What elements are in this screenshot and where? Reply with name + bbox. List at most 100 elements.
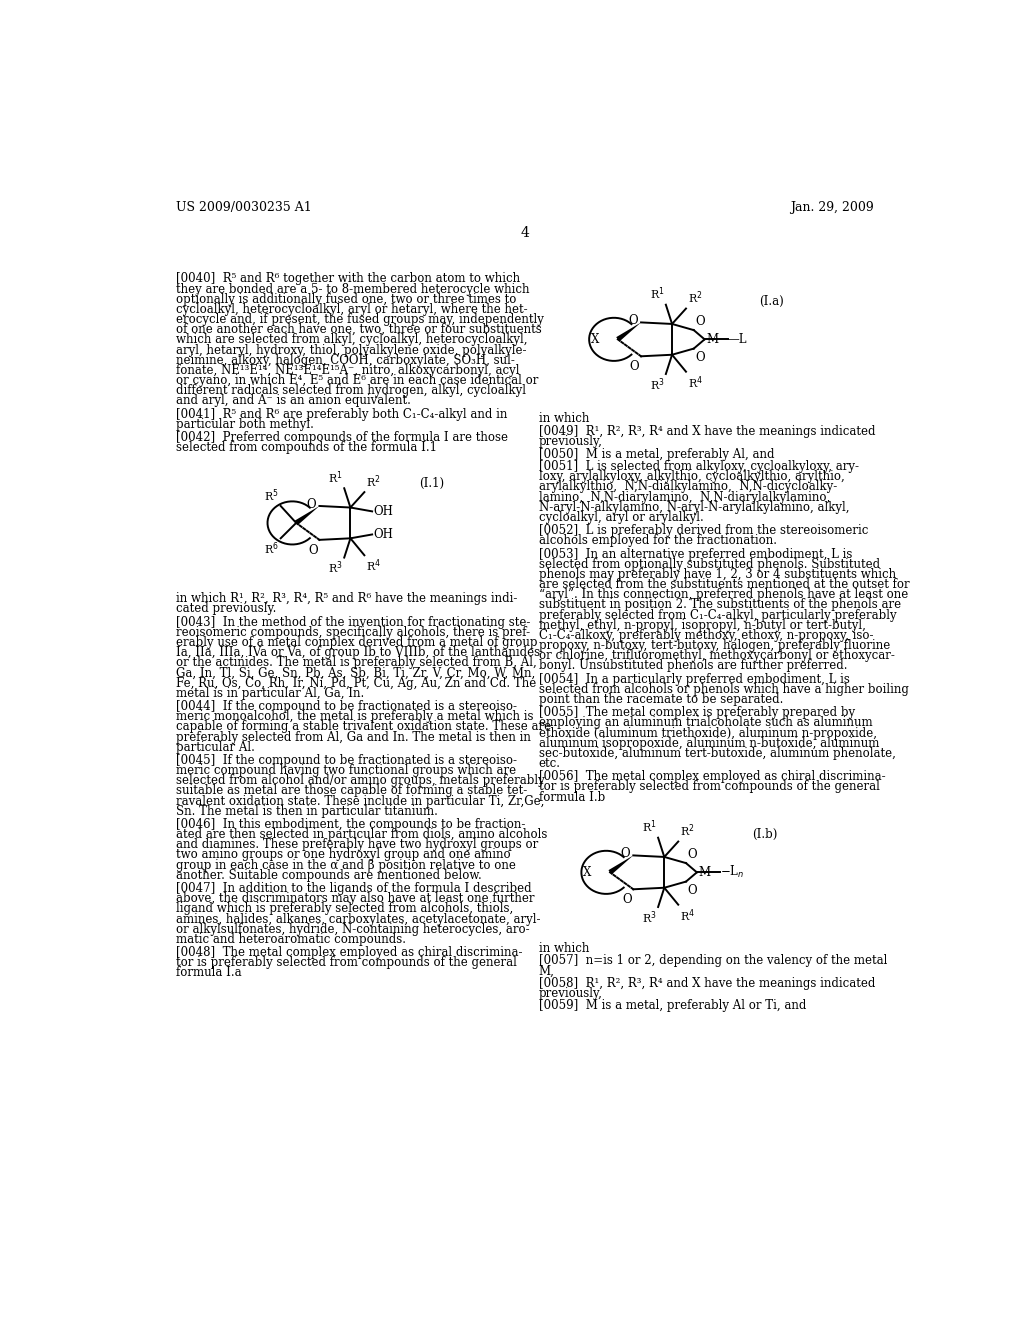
Text: ravalent oxidation state. These include in particular Ti, Zr,Ge,: ravalent oxidation state. These include … [176,795,545,808]
Text: O: O [307,498,316,511]
Text: OH: OH [374,528,393,541]
Text: M,: M, [539,965,555,977]
Text: R$^2$: R$^2$ [687,289,702,306]
Text: propoxy, n-butoxy, tert-butoxy, halogen, preferably fluorine: propoxy, n-butoxy, tert-butoxy, halogen,… [539,639,890,652]
Text: [0043]  In the method of the invention for fractionating ste-: [0043] In the method of the invention fo… [176,615,530,628]
Text: R$^5$: R$^5$ [264,487,280,504]
Text: ligand which is preferably selected from alcohols, thiols,: ligand which is preferably selected from… [176,903,513,915]
Text: R$^4$: R$^4$ [687,374,702,391]
Text: 4: 4 [520,226,529,240]
Text: (I.b): (I.b) [752,828,777,841]
Text: or the actinides. The metal is preferably selected from B, Al,: or the actinides. The metal is preferabl… [176,656,537,669]
Text: R$^1$: R$^1$ [642,818,656,836]
Text: they are bonded are a 5- to 8-membered heterocycle which: they are bonded are a 5- to 8-membered h… [176,282,529,296]
Text: [0048]  The metal complex employed as chiral discrimina-: [0048] The metal complex employed as chi… [176,946,522,960]
Text: [0047]  In addition to the ligands of the formula I described: [0047] In addition to the ligands of the… [176,882,531,895]
Text: O: O [630,360,640,374]
Text: [0051]  L is selected from alkyloxy, cycloalkyloxy, ary-: [0051] L is selected from alkyloxy, cycl… [539,461,859,473]
Text: another. Suitable compounds are mentioned below.: another. Suitable compounds are mentione… [176,869,482,882]
Text: [0040]  R⁵ and R⁶ together with the carbon atom to which: [0040] R⁵ and R⁶ together with the carbo… [176,272,520,285]
Text: R$^4$: R$^4$ [366,557,381,574]
Text: [0049]  R¹, R², R³, R⁴ and X have the meanings indicated: [0049] R¹, R², R³, R⁴ and X have the mea… [539,425,876,438]
Text: loxy, arylalkyloxy, alkylthio, cycloalkylthio, arylthio,: loxy, arylalkyloxy, alkylthio, cycloalky… [539,470,845,483]
Text: different radicals selected from hydrogen, alkyl, cycloalkyl: different radicals selected from hydroge… [176,384,526,397]
Text: methyl, ethyl, n-propyl, isopropyl, n-butyl or tert-butyl,: methyl, ethyl, n-propyl, isopropyl, n-bu… [539,619,865,632]
Text: R$^3$: R$^3$ [328,560,343,577]
Polygon shape [608,855,633,875]
Polygon shape [616,322,641,342]
Text: [0059]  M is a metal, preferably Al or Ti, and: [0059] M is a metal, preferably Al or Ti… [539,999,806,1012]
Text: ethoxide (aluminum triethoxide), aluminum n-propoxide,: ethoxide (aluminum triethoxide), aluminu… [539,726,877,739]
Text: optionally is additionally fused one, two or three times to: optionally is additionally fused one, tw… [176,293,516,306]
Text: “aryl”. In this connection, preferred phenols have at least one: “aryl”. In this connection, preferred ph… [539,589,908,601]
Text: particular both methyl.: particular both methyl. [176,417,314,430]
Text: Sn. The metal is then in particular titanium.: Sn. The metal is then in particular tita… [176,805,438,817]
Text: US 2009/0030235 A1: US 2009/0030235 A1 [176,201,311,214]
Text: group in each case in the α and β position relative to one: group in each case in the α and β positi… [176,858,516,871]
Text: in which R¹, R², R³, R⁴, R⁵ and R⁶ have the meanings indi-: in which R¹, R², R³, R⁴, R⁵ and R⁶ have … [176,593,517,605]
Text: O: O [695,314,705,327]
Text: or chlorine, trifluoromethyl, methoxycarbonyl or ethoxycar-: or chlorine, trifluoromethyl, methoxycar… [539,649,895,663]
Text: formula I.b: formula I.b [539,791,605,804]
Text: and diamines. These preferably have two hydroxyl groups or: and diamines. These preferably have two … [176,838,539,851]
Text: above, the discriminators may also have at least one further: above, the discriminators may also have … [176,892,535,906]
Text: metal is in particular Al, Ga, In.: metal is in particular Al, Ga, In. [176,686,365,700]
Text: O: O [621,847,630,861]
Text: [0056]  The metal complex employed as chiral discrimina-: [0056] The metal complex employed as chi… [539,771,886,783]
Text: formula I.a: formula I.a [176,966,242,979]
Text: amines, halides, alkanes, carboxylates, acetylacetonate, aryl-: amines, halides, alkanes, carboxylates, … [176,912,541,925]
Text: R$^3$: R$^3$ [649,376,665,393]
Text: tor is preferably selected from compounds of the general: tor is preferably selected from compound… [176,956,517,969]
Text: $-$L$_n$: $-$L$_n$ [720,865,744,880]
Text: [0042]  Preferred compounds of the formula I are those: [0042] Preferred compounds of the formul… [176,430,508,444]
Text: OH: OH [374,504,393,517]
Text: R$^2$: R$^2$ [366,473,381,490]
Text: previously,: previously, [539,987,603,1001]
Text: and aryl, and A⁻ is an anion equivalent.: and aryl, and A⁻ is an anion equivalent. [176,395,411,408]
Text: Ia, IIa, IIIa, IVa or Va, of group Ib to VIIIb, of the lanthanides: Ia, IIa, IIIa, IVa or Va, of group Ib to… [176,645,541,659]
Text: N-aryl-N-alkylamino, N-aryl-N-arylalkylamino, alkyl,: N-aryl-N-alkylamino, N-aryl-N-arylalkyla… [539,500,849,513]
Text: [0057]  n=is 1 or 2, depending on the valency of the metal: [0057] n=is 1 or 2, depending on the val… [539,954,887,968]
Text: reoisomeric compounds, specifically alcohols, there is pref-: reoisomeric compounds, specifically alco… [176,626,530,639]
Text: M: M [707,333,718,346]
Text: [0044]  If the compound to be fractionated is a stereoiso-: [0044] If the compound to be fractionate… [176,700,517,713]
Text: R$^6$: R$^6$ [264,541,280,557]
Text: X: X [591,333,599,346]
Polygon shape [295,506,319,525]
Text: Ga, In, Tl, Si, Ge, Sn, Pb, As, Sb, Bi, Ti, Zr, V, Cr, Mo, W, Mn,: Ga, In, Tl, Si, Ge, Sn, Pb, As, Sb, Bi, … [176,667,536,680]
Text: [0050]  M is a metal, preferably Al, and: [0050] M is a metal, preferably Al, and [539,447,774,461]
Text: in which: in which [539,412,589,425]
Text: M: M [698,866,711,879]
Text: alcohols employed for the fractionation.: alcohols employed for the fractionation. [539,535,777,548]
Text: O: O [687,884,697,896]
Text: matic and heteroaromatic compounds.: matic and heteroaromatic compounds. [176,933,407,946]
Text: aluminum isopropoxide, aluminum n-butoxide, aluminum: aluminum isopropoxide, aluminum n-butoxi… [539,737,880,750]
Text: —L: —L [728,333,748,346]
Text: R$^1$: R$^1$ [328,470,343,486]
Text: ated are then selected in particular from diols, amino alcohols: ated are then selected in particular fro… [176,828,548,841]
Text: previously,: previously, [539,436,603,447]
Text: selected from compounds of the formula I.1: selected from compounds of the formula I… [176,441,437,454]
Text: O: O [629,314,638,327]
Text: O: O [687,847,697,861]
Text: or cyano, in which E⁴, E⁵ and E⁶ are in each case identical or: or cyano, in which E⁴, E⁵ and E⁶ are in … [176,374,539,387]
Text: are selected from the substituents mentioned at the outset for: are selected from the substituents menti… [539,578,909,591]
Text: sec-butoxide, aluminum tert-butoxide, aluminum phenolate,: sec-butoxide, aluminum tert-butoxide, al… [539,747,896,760]
Text: O: O [308,544,317,557]
Text: meric compound having two functional groups which are: meric compound having two functional gro… [176,764,516,777]
Text: C₁-C₄-alkoxy, preferably methoxy, ethoxy, n-propoxy, iso-: C₁-C₄-alkoxy, preferably methoxy, ethoxy… [539,628,873,642]
Text: bonyl. Unsubstituted phenols are further preferred.: bonyl. Unsubstituted phenols are further… [539,660,847,672]
Text: erocycle and, if present, the fused groups may, independently: erocycle and, if present, the fused grou… [176,313,544,326]
Text: [0053]  In an alternative preferred embodiment, L is: [0053] In an alternative preferred embod… [539,548,852,561]
Text: phenols may preferably have 1, 2, 3 or 4 substituents which: phenols may preferably have 1, 2, 3 or 4… [539,568,896,581]
Text: Fe, Ru, Os, Co, Rh, Ir, Ni, Pd, Pt, Cu, Ag, Au, Zn and Cd. The: Fe, Ru, Os, Co, Rh, Ir, Ni, Pd, Pt, Cu, … [176,677,537,689]
Text: cycloalkyl, heterocycloalkyl, aryl or hetaryl, where the het-: cycloalkyl, heterocycloalkyl, aryl or he… [176,302,527,315]
Text: cycloalkyl, aryl or arylalkyl.: cycloalkyl, aryl or arylalkyl. [539,511,703,524]
Text: X: X [583,866,592,879]
Text: meric monoalcohol, the metal is preferably a metal which is: meric monoalcohol, the metal is preferab… [176,710,534,723]
Text: suitable as metal are those capable of forming a stable tet-: suitable as metal are those capable of f… [176,784,527,797]
Text: tor is preferably selected from compounds of the general: tor is preferably selected from compound… [539,780,880,793]
Text: point than the racemate to be separated.: point than the racemate to be separated. [539,693,783,706]
Text: R$^1$: R$^1$ [649,286,665,302]
Text: [0045]  If the compound to be fractionated is a stereoiso-: [0045] If the compound to be fractionate… [176,754,517,767]
